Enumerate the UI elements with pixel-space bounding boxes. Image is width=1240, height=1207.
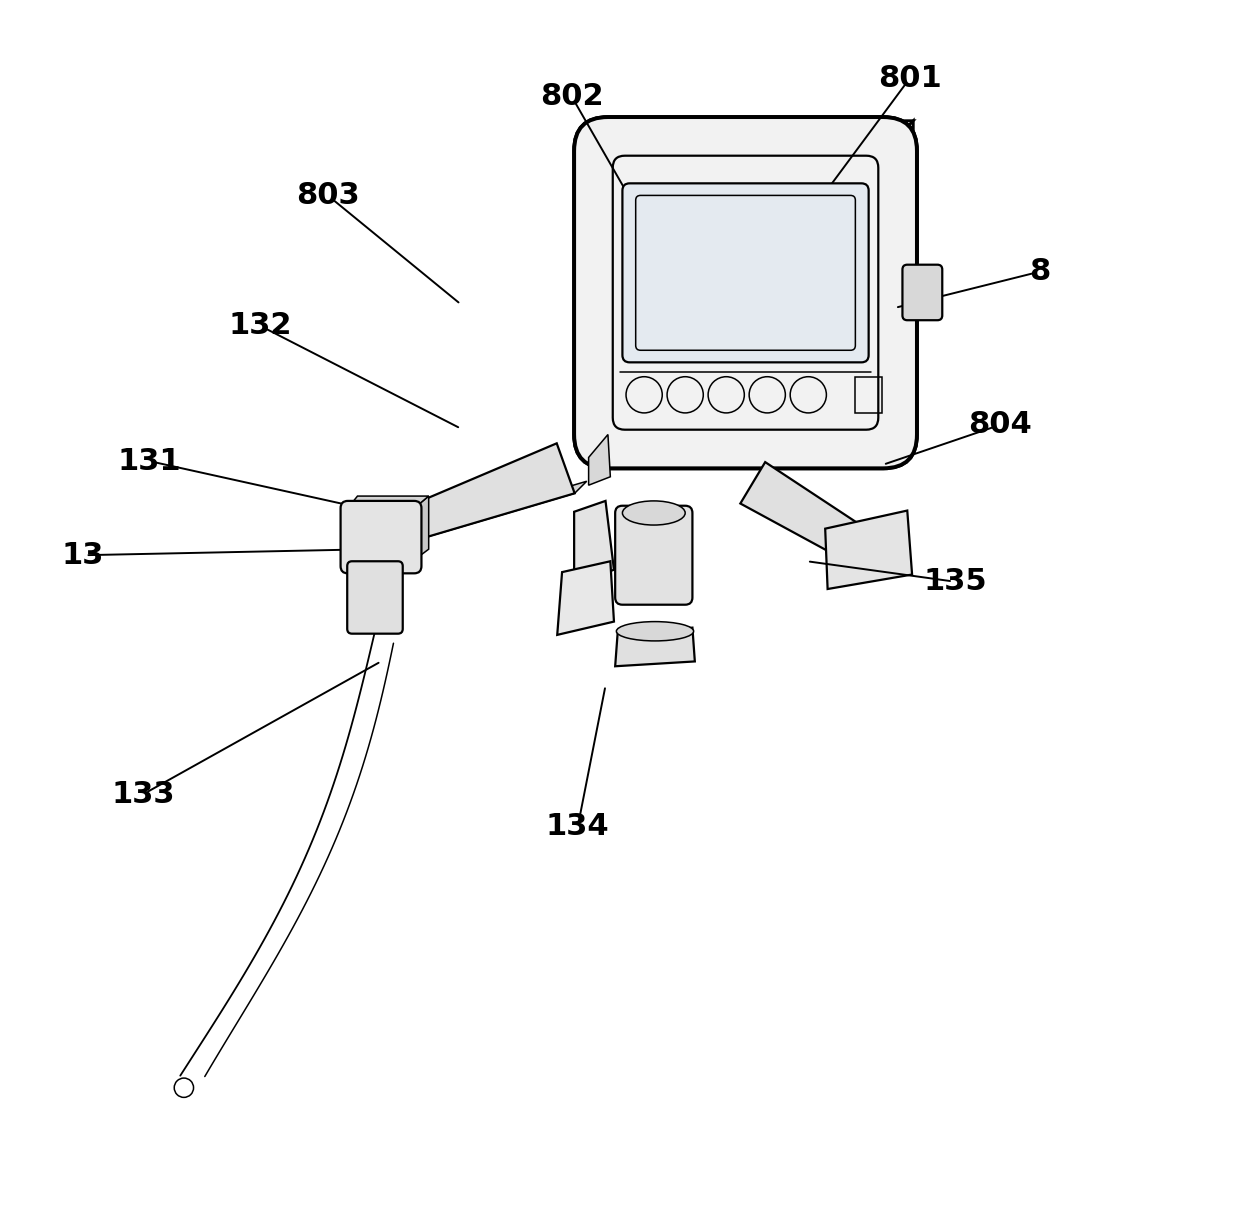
Polygon shape xyxy=(348,496,429,508)
Text: 802: 802 xyxy=(539,82,604,111)
FancyBboxPatch shape xyxy=(347,561,403,634)
Polygon shape xyxy=(386,443,574,546)
Polygon shape xyxy=(574,501,614,585)
Polygon shape xyxy=(608,121,914,151)
FancyBboxPatch shape xyxy=(615,506,692,605)
Polygon shape xyxy=(414,496,429,560)
Bar xyxy=(856,377,882,413)
FancyBboxPatch shape xyxy=(574,117,916,468)
Text: 133: 133 xyxy=(112,780,175,809)
Polygon shape xyxy=(883,121,914,422)
Polygon shape xyxy=(589,435,610,485)
Text: 132: 132 xyxy=(228,311,293,340)
Ellipse shape xyxy=(622,501,686,525)
Text: 803: 803 xyxy=(296,181,360,210)
Ellipse shape xyxy=(616,622,693,641)
Polygon shape xyxy=(557,561,614,635)
Text: 801: 801 xyxy=(878,64,941,93)
Polygon shape xyxy=(615,628,694,666)
Text: 804: 804 xyxy=(968,410,1032,439)
Text: 135: 135 xyxy=(924,567,987,596)
Polygon shape xyxy=(825,511,913,589)
Text: 13: 13 xyxy=(62,541,104,570)
Text: 134: 134 xyxy=(546,812,610,841)
Text: 131: 131 xyxy=(118,447,181,476)
Polygon shape xyxy=(740,462,859,558)
FancyBboxPatch shape xyxy=(341,501,422,573)
Text: 8: 8 xyxy=(1029,257,1050,286)
FancyBboxPatch shape xyxy=(903,264,942,320)
FancyBboxPatch shape xyxy=(574,117,916,468)
FancyBboxPatch shape xyxy=(622,183,869,362)
Polygon shape xyxy=(396,482,587,546)
